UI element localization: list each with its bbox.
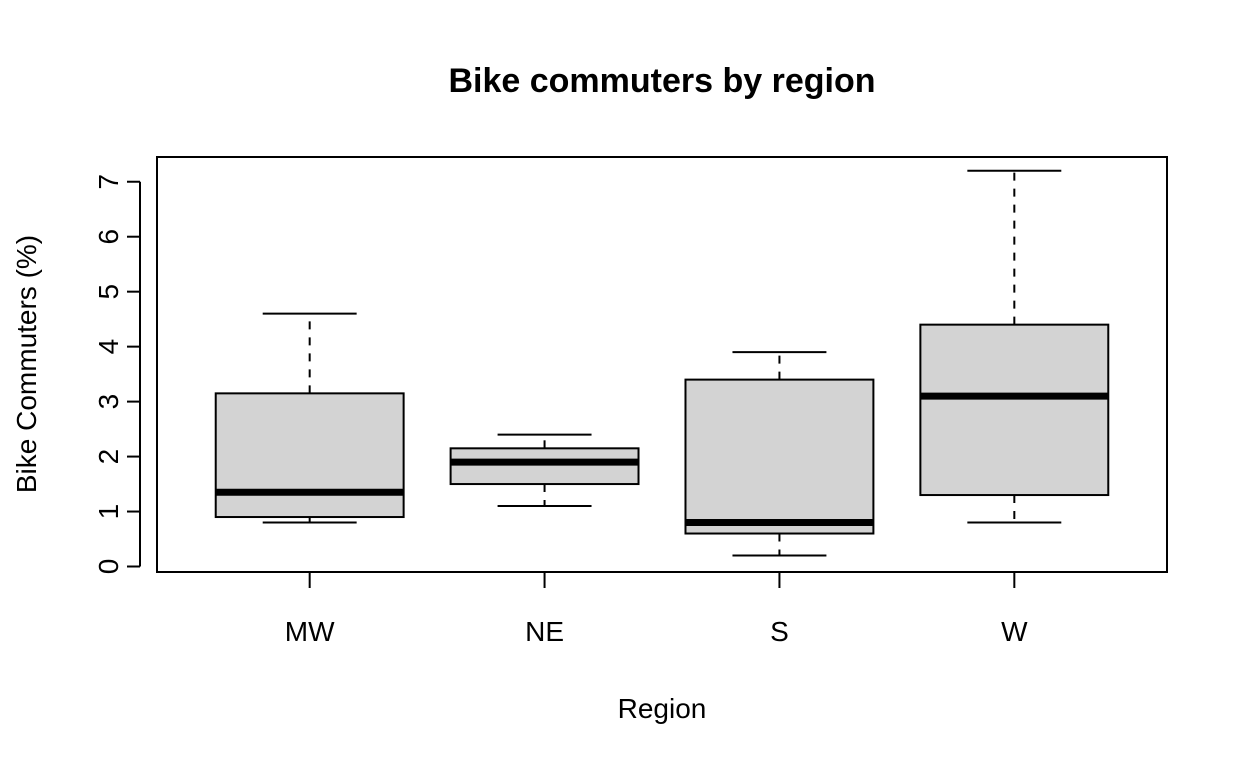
- y-axis: 0 1 2 3 4 5 6 7: [93, 174, 141, 575]
- boxes: [214, 169, 1110, 557]
- box-mw: [214, 312, 405, 524]
- iqr-box: [214, 392, 405, 519]
- box-ne: [449, 433, 640, 508]
- y-tick-label: 5: [93, 284, 124, 300]
- box-s: [684, 351, 875, 557]
- iqr-box: [449, 447, 640, 486]
- y-tick-label: 4: [93, 339, 124, 355]
- x-tick-label: W: [1001, 616, 1028, 647]
- y-tick-label: 3: [93, 394, 124, 410]
- iqr-box: [684, 378, 875, 535]
- chart-title: Bike commuters by region: [448, 62, 875, 100]
- y-tick-label: 2: [93, 449, 124, 465]
- iqr-box: [919, 323, 1110, 497]
- x-tick-label: MW: [285, 616, 335, 647]
- y-tick-label: 7: [93, 174, 124, 190]
- x-axis: MW NE S W: [285, 571, 1028, 647]
- y-axis-label: Bike Commuters (%): [11, 235, 42, 493]
- x-axis-label: Region: [618, 693, 707, 724]
- y-tick-label: 1: [93, 504, 124, 520]
- y-tick-label: 6: [93, 229, 124, 245]
- box-w: [919, 169, 1110, 524]
- x-tick-label: NE: [525, 616, 564, 647]
- y-tick-label: 0: [93, 559, 124, 575]
- x-tick-label: S: [770, 616, 789, 647]
